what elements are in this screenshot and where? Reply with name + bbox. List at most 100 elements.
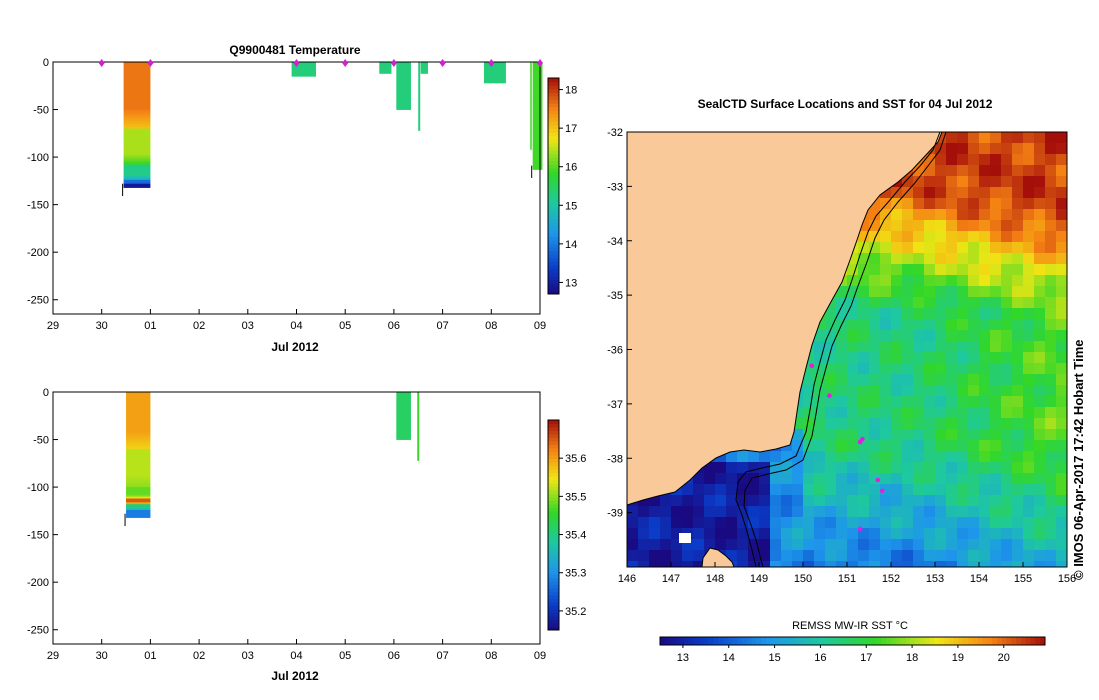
sst-cell bbox=[1034, 352, 1046, 364]
sst-cell bbox=[1001, 352, 1013, 364]
sst-cell bbox=[792, 550, 804, 562]
sst-cell bbox=[1012, 539, 1024, 551]
sst-cell bbox=[1012, 385, 1024, 397]
sst-cell bbox=[1023, 506, 1035, 518]
profile-8-cell bbox=[532, 92, 543, 95]
sst-colorbar-swatch bbox=[794, 637, 801, 645]
sst-cell bbox=[913, 231, 925, 243]
sst-cell bbox=[1023, 187, 1035, 199]
sst-colorbar-swatch bbox=[905, 637, 911, 645]
sst-cell bbox=[968, 220, 980, 232]
colorbar-swatch bbox=[548, 616, 559, 620]
profile-7-cell bbox=[530, 109, 532, 112]
profile-8-cell bbox=[532, 69, 543, 72]
profile-0-cell bbox=[126, 490, 151, 494]
sst-cell bbox=[1023, 451, 1035, 463]
sst-cell bbox=[682, 495, 694, 507]
sst-cell bbox=[935, 242, 947, 254]
sst-cell bbox=[1001, 451, 1013, 463]
profile-4-cell bbox=[418, 120, 421, 124]
profile-0-cell bbox=[126, 430, 151, 433]
sst-colorbar-swatch bbox=[1016, 637, 1022, 645]
sst-cell bbox=[968, 473, 980, 485]
profile-4-cell bbox=[418, 67, 421, 71]
sst-cell bbox=[1045, 484, 1057, 496]
profile-1-cell bbox=[396, 403, 411, 406]
colorbar-swatch bbox=[548, 504, 559, 508]
sst-cell bbox=[682, 561, 694, 567]
sst-cell bbox=[836, 352, 848, 364]
sst-cell bbox=[748, 451, 760, 463]
sst-cell bbox=[902, 462, 914, 474]
sst-cell bbox=[836, 308, 848, 320]
sst-cell bbox=[957, 429, 969, 441]
colorbar-swatch bbox=[548, 222, 559, 227]
profile-0-cell bbox=[123, 151, 151, 154]
profile-0-cell bbox=[123, 71, 151, 74]
colorbar-swatch bbox=[548, 532, 559, 536]
sst-cell bbox=[836, 539, 848, 551]
sst-cell bbox=[968, 187, 980, 199]
colorbar-swatch bbox=[548, 514, 559, 519]
profile-4-cell bbox=[418, 94, 421, 97]
sst-colorbar-swatch bbox=[669, 637, 675, 645]
sst-cell bbox=[671, 561, 683, 567]
colorbar-tick-label: 18 bbox=[565, 85, 577, 97]
sst-colorbar-swatch bbox=[674, 637, 680, 645]
colorbar-swatch bbox=[548, 490, 559, 494]
sst-cell bbox=[1012, 473, 1024, 485]
x-tick-label: 02 bbox=[193, 320, 205, 332]
sst-cell bbox=[748, 539, 760, 551]
colorbar-swatch bbox=[548, 236, 559, 241]
profile-8-cell bbox=[532, 95, 543, 99]
profile-8-cell bbox=[532, 114, 543, 118]
profile-7-cell bbox=[530, 139, 532, 143]
profile-7-cell bbox=[530, 73, 532, 76]
map-longitude-axis: 146 147 148 149 150 151 152 153 154 155 156 bbox=[618, 562, 1076, 585]
sst-cell bbox=[825, 308, 837, 320]
sst-cell bbox=[990, 550, 1002, 562]
sst-cell bbox=[792, 462, 804, 474]
sst-cell bbox=[847, 418, 859, 430]
sst-cell bbox=[869, 374, 881, 386]
sst-cell bbox=[957, 275, 969, 287]
sst-colorbar-swatch bbox=[992, 637, 998, 645]
profile-8-cell bbox=[532, 63, 543, 67]
sst-cell bbox=[990, 330, 1002, 342]
sst-cell bbox=[803, 484, 815, 496]
colorbar-swatch bbox=[548, 207, 559, 212]
sst-cell bbox=[803, 363, 815, 375]
profile-7-cell bbox=[530, 75, 532, 78]
sst-cell bbox=[957, 451, 969, 463]
sst-cell bbox=[869, 264, 881, 276]
sst-cell bbox=[1034, 385, 1046, 397]
lat-tick-label: -39 bbox=[607, 508, 623, 520]
sst-cell bbox=[924, 264, 936, 276]
colorbar-swatch bbox=[548, 427, 559, 431]
sst-cell bbox=[957, 561, 969, 567]
sst-cell bbox=[814, 462, 826, 474]
profile-7-cell bbox=[530, 69, 532, 72]
sst-cell bbox=[1001, 528, 1013, 540]
profile-8-cell bbox=[532, 97, 543, 101]
colorbar-swatch bbox=[548, 196, 559, 201]
sst-cell bbox=[1056, 550, 1067, 562]
sst-cell bbox=[1034, 451, 1046, 463]
map-title: SealCTD Surface Locations and SST for 04… bbox=[698, 97, 993, 111]
sst-cell bbox=[946, 561, 958, 567]
sst-cell bbox=[957, 374, 969, 386]
sst-cell bbox=[737, 451, 749, 463]
sst-cell bbox=[1056, 429, 1067, 441]
sst-cell bbox=[1012, 561, 1024, 567]
sst-cell bbox=[946, 451, 958, 463]
sst-cell bbox=[913, 297, 925, 309]
sst-cell bbox=[858, 528, 870, 540]
sst-cell bbox=[1023, 385, 1035, 397]
sst-colorbar-swatch bbox=[1035, 637, 1041, 645]
sst-cell bbox=[935, 385, 947, 397]
sst-cell bbox=[858, 385, 870, 397]
sst-cell bbox=[814, 363, 826, 375]
sst-cell bbox=[803, 451, 815, 463]
sst-cell bbox=[990, 495, 1002, 507]
